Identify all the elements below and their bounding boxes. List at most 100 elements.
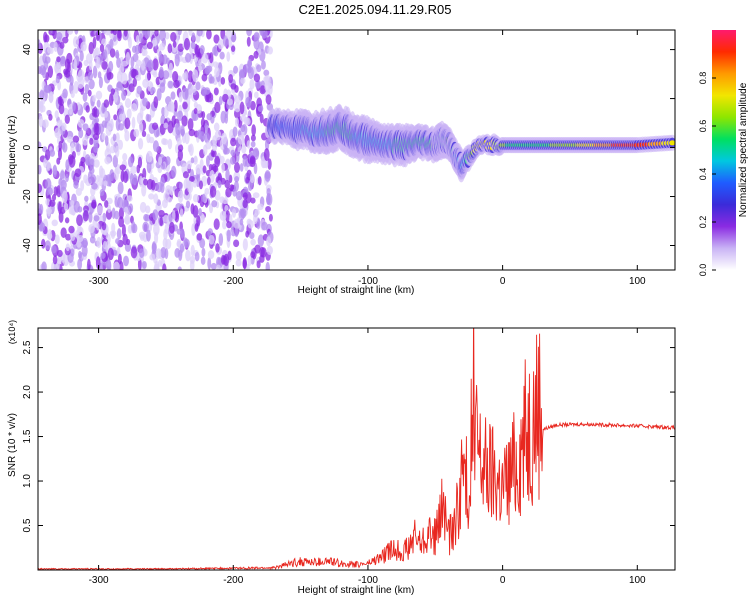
spectrogram-noise-cell bbox=[139, 201, 147, 213]
spectrogram-noise-cell bbox=[102, 49, 108, 60]
spectrogram-noise-cell bbox=[39, 222, 46, 232]
spectrogram-noise-cell bbox=[188, 175, 195, 182]
spectrogram-noise-cell bbox=[52, 30, 57, 40]
spectrogram-noise-cell bbox=[158, 50, 163, 64]
spectrogram-noise-cell bbox=[249, 232, 255, 239]
spectrogram-noise-cell bbox=[188, 129, 196, 137]
spectrogram-ridge-core bbox=[669, 140, 675, 146]
spectrogram-noise-cell bbox=[246, 140, 251, 149]
spectrogram-noise-cell bbox=[84, 195, 89, 202]
spectrogram-noise-cell bbox=[226, 229, 231, 242]
spectrogram-noise-cell bbox=[234, 102, 241, 113]
spectrogram-noise-cell bbox=[121, 90, 127, 101]
spectrogram-noise-cell bbox=[242, 238, 248, 251]
spectrogram-noise-cell bbox=[252, 192, 260, 199]
spectrogram-noise-cell bbox=[182, 87, 189, 100]
spectrogram-noise-cell bbox=[267, 46, 274, 55]
spectrogram-noise-cell bbox=[193, 107, 198, 115]
spectrogram-noise-cell bbox=[235, 190, 243, 201]
spectrogram-noise-cell bbox=[257, 234, 265, 247]
spectrogram-noise-cell bbox=[124, 242, 132, 252]
spectrogram-noise-cell bbox=[137, 258, 142, 270]
spectrogram-noise-cell bbox=[182, 171, 189, 179]
spectrogram-noise-cell bbox=[72, 101, 76, 112]
spectrogram-noise-cell bbox=[123, 30, 128, 37]
spectrogram-noise-cell bbox=[38, 202, 42, 215]
spectrogram-noise-cell bbox=[104, 200, 109, 208]
spectrogram-noise-cell bbox=[159, 30, 166, 42]
spectrogram-noise-cell bbox=[115, 49, 120, 59]
spectrogram-noise-cell bbox=[152, 209, 159, 221]
spectrogram-noise-cell bbox=[177, 144, 184, 152]
spectrogram-noise-cell bbox=[67, 30, 74, 35]
spectrogram-noise-cell bbox=[54, 63, 60, 73]
y-tick-label: 2.0 bbox=[22, 385, 33, 399]
spectrogram-noise-cell bbox=[47, 65, 54, 79]
spectrogram-noise-cell bbox=[81, 239, 88, 248]
spectrogram-noise-cell bbox=[152, 71, 158, 78]
spectrogram-noise-cell bbox=[213, 122, 220, 132]
spectrogram-noise-cell bbox=[65, 173, 69, 183]
spectrogram-noise-cell bbox=[111, 222, 116, 234]
spectrogram-noise-cell bbox=[50, 245, 57, 254]
spectrogram-noise-cell bbox=[146, 229, 151, 242]
spectrogram-noise-cell bbox=[198, 59, 203, 66]
spectrogram-noise-cell bbox=[179, 243, 185, 253]
spectrogram-noise-cell bbox=[239, 101, 245, 115]
spectrogram-noise-cell bbox=[65, 159, 70, 171]
spectrogram-noise-cell bbox=[250, 251, 256, 258]
spectrogram-noise-cell bbox=[178, 91, 183, 103]
spectrogram-noise-cell bbox=[193, 155, 198, 163]
x-tick-label: 0 bbox=[500, 276, 506, 287]
spectrogram-noise-cell bbox=[38, 183, 43, 194]
spectrogram-noise-cell bbox=[196, 232, 203, 241]
spectrogram-noise-cell bbox=[191, 223, 196, 236]
spectrogram-noise-cell bbox=[153, 193, 159, 204]
spectrogram-noise-cell bbox=[45, 198, 51, 206]
spectrogram-noise-cell bbox=[156, 88, 162, 101]
spectrogram-noise-cell bbox=[180, 124, 185, 137]
spectrogram-noise-cell bbox=[130, 68, 137, 79]
spectrogram-noise-cell bbox=[73, 180, 79, 189]
spectrogram-noise-cell bbox=[91, 182, 98, 190]
x-tick-label: 100 bbox=[629, 575, 646, 586]
spectrogram-noise-cell bbox=[92, 94, 97, 103]
spectrogram-noise-cell bbox=[68, 225, 75, 234]
spectrogram-noise-cell bbox=[135, 34, 140, 44]
spectrogram-noise-cell bbox=[234, 176, 240, 183]
spectrogram-noise-cell bbox=[158, 209, 165, 218]
spectrogram-noise-cell bbox=[88, 79, 95, 90]
snr-x-label: Height of straight line (km) bbox=[298, 585, 415, 596]
spectrogram-noise-cell bbox=[195, 164, 202, 175]
spectrogram-noise-cell bbox=[176, 228, 183, 235]
spectrogram-noise-cell bbox=[66, 136, 73, 143]
spectrogram-noise-cell bbox=[240, 77, 246, 85]
spectrogram-noise-cell bbox=[250, 238, 256, 246]
spectrogram-noise-cell bbox=[169, 221, 175, 234]
spectrogram-noise-cell bbox=[256, 260, 261, 269]
spectrogram-noise-cell bbox=[45, 207, 53, 215]
spectrogram-noise-cell bbox=[221, 197, 229, 205]
spectrogram-noise-cell bbox=[146, 114, 152, 123]
spectrogram-noise-cell bbox=[150, 86, 156, 94]
spectrogram-noise-cell bbox=[205, 155, 210, 167]
spectrogram-noise-cell bbox=[96, 222, 100, 231]
spectrogram-noise-cell bbox=[149, 253, 156, 261]
spectrogram-noise-cell bbox=[209, 52, 214, 64]
spectrogram-noise-cell bbox=[39, 89, 45, 101]
spectrogram-noise-cell bbox=[230, 149, 236, 157]
spectrogram-noise-cell bbox=[133, 128, 140, 138]
spectrogram-noise-cell bbox=[195, 81, 201, 91]
snr-frame bbox=[37, 327, 676, 571]
y-tick-label: 0 bbox=[22, 144, 33, 150]
spectrogram-noise-cell bbox=[246, 36, 251, 47]
spectrogram-noise-cell bbox=[159, 42, 166, 51]
spectrogram-noise-cell bbox=[141, 130, 147, 137]
spectrogram-noise-cell bbox=[108, 93, 114, 106]
spectrogram-noise-cell bbox=[73, 80, 79, 94]
snr-y-ticks: 0.5 1.0 1.5 2.0 2.5 bbox=[22, 340, 675, 532]
spectrogram-noise-cell bbox=[193, 216, 198, 226]
spectrogram-noise-cell bbox=[244, 117, 251, 126]
spectrogram-noise-cell bbox=[109, 48, 116, 58]
spectrogram-noise-cell bbox=[38, 39, 41, 52]
